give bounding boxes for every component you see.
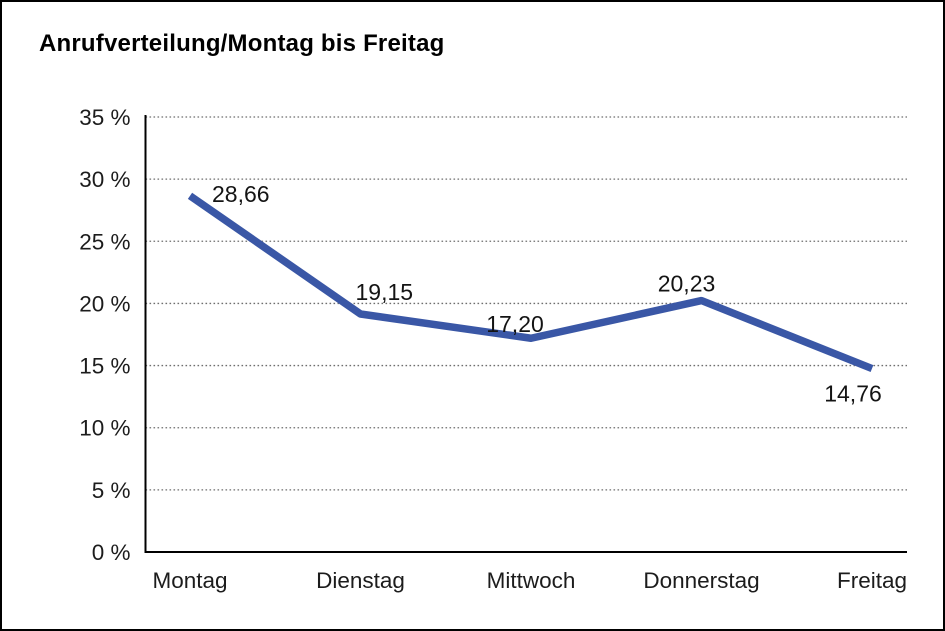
y-axis-tick-label: 15 %: [79, 354, 130, 379]
chart-title: Anrufverteilung/Montag bis Freitag: [39, 30, 445, 57]
data-point-label: 14,76: [824, 381, 882, 407]
data-line: [187, 192, 874, 373]
x-axis-category-label: Mittwoch: [487, 568, 576, 593]
x-axis-category-label: Montag: [152, 568, 227, 593]
data-point-label: 28,66: [212, 181, 270, 207]
x-axis-category-label: Freitag: [837, 568, 907, 593]
y-axis-tick-label: 5 %: [92, 478, 131, 503]
data-point-label: 19,15: [356, 279, 414, 305]
y-axis-tick-label: 10 %: [79, 416, 130, 441]
y-axis-tick-label: 35 %: [79, 105, 130, 130]
x-axis-category-label: Dienstag: [316, 568, 405, 593]
y-axis-tick-label: 25 %: [79, 229, 130, 254]
y-axis-tick-label: 0 %: [92, 540, 131, 565]
data-point-label: 20,23: [658, 271, 716, 297]
y-axis-tick-label: 20 %: [79, 291, 130, 316]
x-axis-category-label: Donnerstag: [643, 568, 759, 593]
data-point-label: 17,20: [486, 311, 544, 337]
y-axis-tick-label: 30 %: [79, 167, 130, 192]
